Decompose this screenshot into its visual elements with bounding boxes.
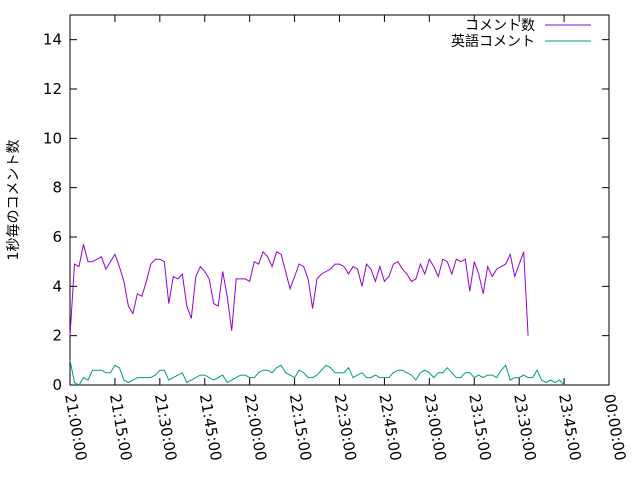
- legend-label-2: 英語コメント: [451, 33, 535, 50]
- y-tick-label: 14: [43, 31, 62, 49]
- x-tick-label: 22:00:00: [241, 393, 270, 462]
- y-tick-label: 2: [52, 327, 62, 345]
- x-tick-label: 21:00:00: [61, 393, 90, 462]
- x-tick-label: 23:15:00: [465, 393, 494, 462]
- series-line-2: [69, 360, 565, 386]
- y-tick-label: 6: [52, 228, 62, 246]
- y-tick-label: 10: [43, 129, 62, 147]
- y-tick-label: 8: [52, 179, 62, 197]
- x-tick-label: 22:15:00: [286, 393, 315, 462]
- x-tick-label: 22:30:00: [331, 393, 360, 462]
- x-axis: 21:00:00 21:15:00 21:30:00 21:45:00 22:00:00…: [61, 15, 629, 462]
- y-tick-label: 4: [52, 277, 62, 295]
- legend-label-1: コメント数: [465, 18, 535, 34]
- x-tick-label: 00:00:00: [600, 393, 629, 462]
- y-tick-label: 12: [43, 80, 62, 98]
- x-tick-label: 21:30:00: [151, 393, 180, 462]
- x-tick-label: 23:45:00: [555, 393, 584, 462]
- y-tick-label: 0: [52, 376, 62, 394]
- x-tick-label: 23:30:00: [510, 393, 539, 462]
- x-tick-label: 22:45:00: [375, 393, 404, 462]
- x-tick-label: 23:00:00: [420, 393, 449, 462]
- series-layer: [69, 244, 565, 386]
- y-axis: 0 2 4 6 8 10 12 14: [43, 31, 609, 394]
- y-axis-title: 1秒毎のコメント数: [6, 140, 22, 261]
- x-tick-label: 21:15:00: [106, 393, 135, 462]
- x-tick-label: 21:45:00: [196, 393, 225, 462]
- series-line-1: [69, 244, 529, 336]
